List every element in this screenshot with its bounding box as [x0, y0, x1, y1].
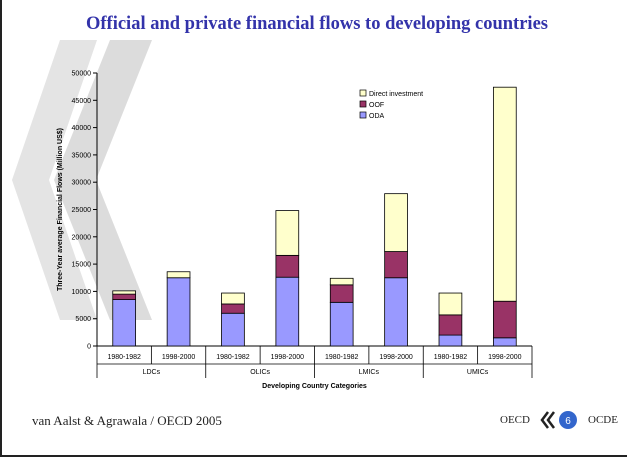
- y-tick-label-0: 0: [87, 344, 91, 351]
- x-tick-label-0: 1980-1982: [107, 354, 141, 361]
- x-axis-title: Developing Country Categories: [262, 383, 367, 390]
- bar-oda-0: [112, 299, 137, 347]
- logo-page-number: 6: [565, 416, 571, 427]
- bar-oda-5: [384, 277, 408, 347]
- x-tick-label-6: 1980-1982: [434, 354, 468, 361]
- legend-label-oof: OOF: [369, 102, 384, 109]
- legend-swatch-direct-investment: [359, 89, 367, 97]
- legend-label-direct-investment: Direct investment: [369, 91, 423, 98]
- y-tick-label-1: 5000: [75, 316, 91, 323]
- x-tick-label-3: 1998-2000: [271, 354, 305, 361]
- bar-oda-1: [166, 277, 191, 347]
- x-group-label-3: UMICs: [467, 369, 489, 376]
- bar-oof-4: [329, 284, 354, 303]
- x-tick-label-2: 1980-1982: [216, 354, 250, 361]
- y-tick-label-5: 25000: [72, 207, 92, 214]
- slide-title: Official and private financial flows to …: [86, 14, 548, 34]
- legend-label-oda: ODA: [369, 113, 385, 120]
- slide-footer: van Aalst & Agrawala / OECD 2005: [32, 413, 222, 428]
- x-tick-label-1: 1998-2000: [162, 354, 196, 361]
- bar-direct-investment-6: [438, 292, 463, 316]
- x-tick-label-7: 1998-2000: [488, 354, 522, 361]
- logo-chevron-icon: [540, 411, 555, 429]
- x-group-label-1: OLICs: [250, 369, 270, 376]
- y-tick-label-10: 50000: [72, 71, 92, 78]
- bar-oof-0: [112, 293, 137, 300]
- bar-direct-investment-0: [112, 290, 137, 295]
- bar-direct-investment-2: [221, 292, 245, 305]
- x-tick-label-4: 1980-1982: [325, 354, 359, 361]
- bar-direct-investment-5: [384, 193, 408, 252]
- legend-swatch-oda: [359, 111, 367, 119]
- x-tick-label-5: 1998-2000: [379, 354, 413, 361]
- bar-oda-6: [438, 334, 463, 347]
- bar-oof-6: [438, 314, 463, 336]
- bar-direct-investment-3: [275, 210, 300, 256]
- watermark-chevron-right: [54, 40, 152, 320]
- logo-oecd-text: OECD: [500, 414, 530, 426]
- y-tick-label-2: 10000: [72, 289, 92, 296]
- bar-oof-3: [275, 254, 300, 278]
- bar-direct-investment-1: [166, 271, 191, 279]
- oecd-logo: OECD 6 OCDE: [500, 408, 620, 432]
- x-group-label-0: LDCs: [143, 369, 161, 376]
- watermark-chevron-left: [12, 40, 97, 320]
- y-tick-label-8: 40000: [72, 125, 92, 132]
- y-tick-label-4: 20000: [72, 234, 92, 241]
- bar-oof-7: [492, 300, 517, 339]
- bar-direct-investment-4: [329, 277, 354, 286]
- bar-oof-2: [221, 303, 245, 314]
- y-tick-label-9: 45000: [72, 98, 92, 105]
- logo-ocde-text: OCDE: [588, 414, 618, 426]
- logo-circle-icon: [559, 411, 577, 429]
- legend-swatch-oof: [359, 100, 367, 108]
- logo-mark: 6: [540, 411, 577, 429]
- bar-oda-3: [275, 276, 300, 347]
- x-group-label-2: LMICs: [359, 369, 380, 376]
- y-tick-label-7: 35000: [72, 152, 92, 159]
- bar-direct-investment-7: [492, 86, 517, 302]
- y-tick-label-3: 15000: [72, 262, 92, 269]
- bar-oda-4: [329, 301, 354, 347]
- bar-oda-2: [221, 312, 245, 347]
- bar-oda-7: [492, 337, 517, 347]
- bar-oof-5: [384, 251, 408, 279]
- y-tick-label-6: 30000: [72, 180, 92, 187]
- y-axis-title: Three-Year average Financial Flows (Mill…: [57, 128, 64, 291]
